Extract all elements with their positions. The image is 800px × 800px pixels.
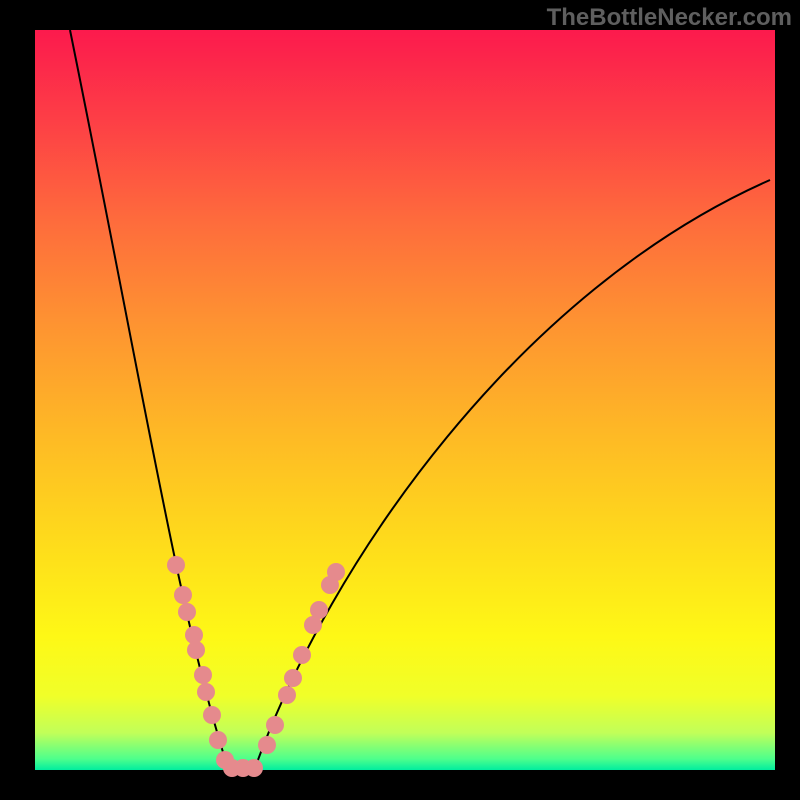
marker-point [167, 556, 185, 574]
plot-area [35, 30, 775, 770]
marker-point [310, 601, 328, 619]
chart-root: TheBottleNecker.com [0, 0, 800, 800]
marker-point [187, 641, 205, 659]
marker-point [327, 563, 345, 581]
marker-point [174, 586, 192, 604]
marker-point [293, 646, 311, 664]
marker-point [203, 706, 221, 724]
watermark-text: TheBottleNecker.com [547, 4, 792, 32]
marker-point [197, 683, 215, 701]
marker-point [245, 759, 263, 777]
marker-point [209, 731, 227, 749]
marker-point [278, 686, 296, 704]
chart-svg [0, 0, 800, 800]
marker-point [194, 666, 212, 684]
marker-point [284, 669, 302, 687]
marker-point [266, 716, 284, 734]
marker-point [178, 603, 196, 621]
marker-point [258, 736, 276, 754]
